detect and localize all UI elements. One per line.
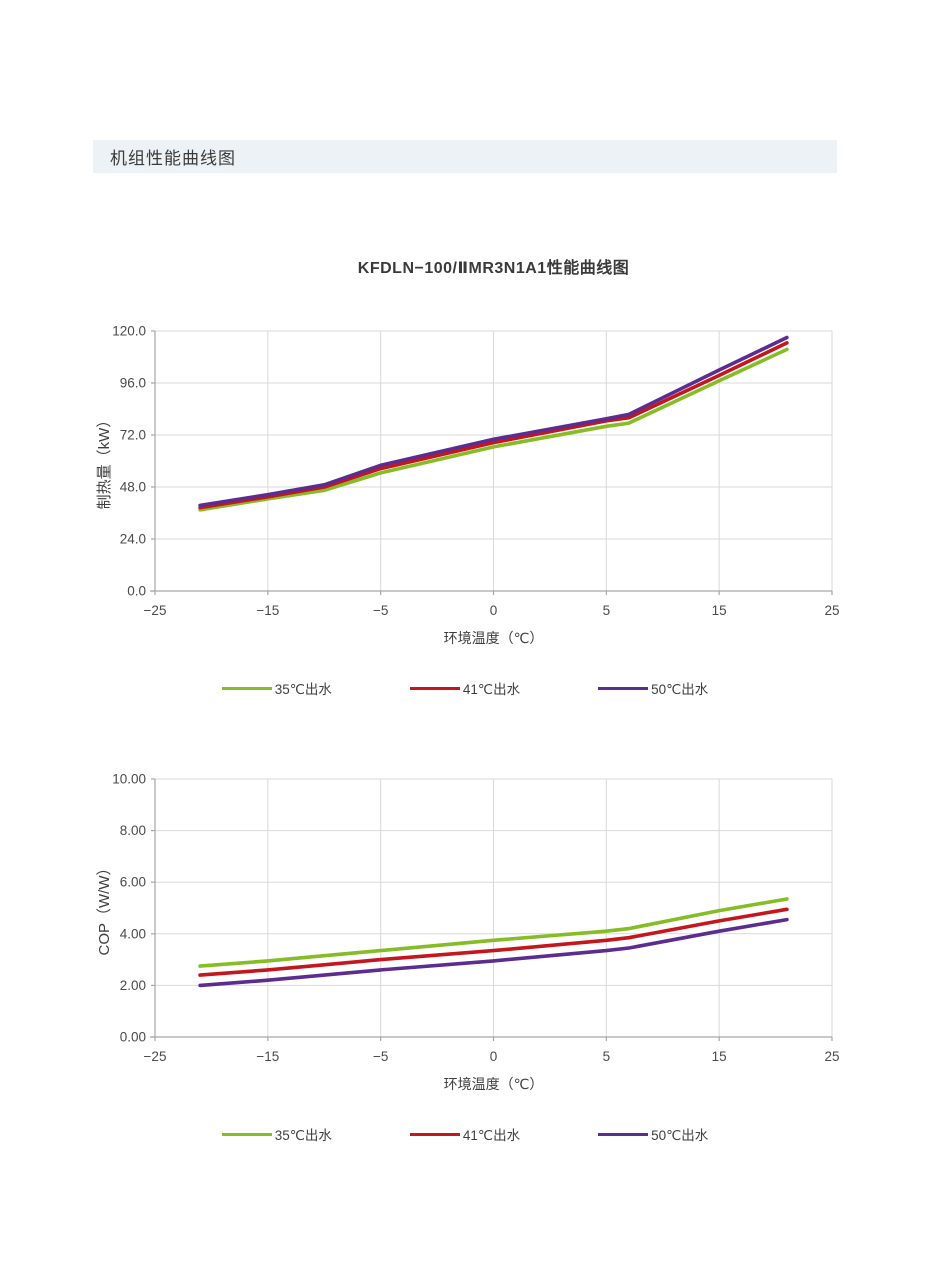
series-line-0 xyxy=(198,347,789,512)
x-tick-label: −25 xyxy=(144,603,167,618)
series-line-2 xyxy=(198,917,789,988)
y-tick-label: 24.0 xyxy=(120,532,146,547)
y-tick-label: 8.00 xyxy=(120,823,146,838)
y-tick-label: 72.0 xyxy=(120,428,146,443)
x-tick-label: 25 xyxy=(824,1049,839,1064)
x-tick-label: 25 xyxy=(824,603,839,618)
legend-line-swatch xyxy=(598,1132,649,1136)
legend-label: 35℃出水 xyxy=(274,1128,332,1143)
series-line-2 xyxy=(198,335,789,508)
y-tick-label: 0.0 xyxy=(127,584,146,599)
x-tick-label: 15 xyxy=(712,1049,727,1064)
legend-line-swatch xyxy=(409,1132,460,1136)
x-tick-label: 0 xyxy=(490,1049,498,1064)
legend-item: 50℃出水 xyxy=(598,1124,708,1144)
y-tick-label: 120.0 xyxy=(112,325,146,339)
y-tick-label: 0.00 xyxy=(120,1030,146,1045)
y-axis-title: COP（W/W） xyxy=(96,861,113,956)
legend-item: 35℃出水 xyxy=(221,678,332,698)
x-tick-label: −5 xyxy=(373,1049,388,1064)
legend-item: 41℃出水 xyxy=(409,1124,521,1144)
legend-item: 35℃出水 xyxy=(221,1124,332,1144)
x-tick-label: −25 xyxy=(144,1049,167,1064)
legend-label: 41℃出水 xyxy=(462,1128,521,1143)
chart-title: KFDLN−100/ⅡMR3N1A1性能曲线图 xyxy=(357,260,630,277)
x-axis-title: 环境温度（℃） xyxy=(444,630,544,646)
y-tick-label: 10.00 xyxy=(112,773,146,787)
series-line-1 xyxy=(198,341,789,510)
y-tick-label: 96.0 xyxy=(120,376,146,391)
legend-item: 41℃出水 xyxy=(409,678,521,698)
legend-label: 50℃出水 xyxy=(651,682,709,697)
y-tick-label: 2.00 xyxy=(120,978,146,993)
series-line-0 xyxy=(198,897,789,968)
legend-line-swatch xyxy=(221,1132,272,1136)
y-tick-label: 48.0 xyxy=(120,480,146,495)
section-header-title: 机组性能曲线图 xyxy=(110,149,236,168)
y-tick-label: 6.00 xyxy=(120,875,146,890)
x-tick-label: 0 xyxy=(490,603,498,618)
heating-capacity-chart: 0.0 24.0 48.0 72.0 96.0 120.0 −25 −15 −5 0 5 15 25 环境… xyxy=(93,324,850,665)
legend-label: 35℃出水 xyxy=(274,682,332,697)
legend-heating: 35℃出水 41℃出水 50℃出水 xyxy=(93,678,837,698)
series-line-1 xyxy=(198,907,789,977)
x-tick-label: −5 xyxy=(373,603,388,618)
section-header: 机组性能曲线图 xyxy=(93,140,837,173)
x-tick-label: 5 xyxy=(603,603,611,618)
x-tick-label: 15 xyxy=(712,603,727,618)
x-axis-title: 环境温度（℃） xyxy=(444,1076,544,1092)
y-axis-title: 制热量（kW） xyxy=(96,413,113,510)
legend-line-swatch xyxy=(221,686,272,690)
legend-label: 50℃出水 xyxy=(651,1128,709,1143)
heating-capacity-plot: 0.0 24.0 48.0 72.0 96.0 120.0 −25 −15 −5 0 5 15 25 环境… xyxy=(96,324,840,647)
legend-line-swatch xyxy=(409,686,460,690)
x-tick-label: −15 xyxy=(256,603,279,618)
legend-item: 50℃出水 xyxy=(598,678,708,698)
x-tick-label: −15 xyxy=(256,1049,279,1064)
legend-label: 41℃出水 xyxy=(462,682,521,697)
x-tick-label: 5 xyxy=(603,1049,611,1064)
legend-line-swatch xyxy=(598,686,649,690)
y-tick-label: 4.00 xyxy=(120,926,146,941)
cop-chart: 0.00 2.00 4.00 6.00 8.00 10.00 −25 −15 −5 0 5 15 25 环… xyxy=(93,772,850,1113)
legend-cop: 35℃出水 41℃出水 50℃出水 xyxy=(93,1124,837,1144)
cop-plot: 0.00 2.00 4.00 6.00 8.00 10.00 −25 −15 −5 0 5 15 25 环… xyxy=(96,772,840,1093)
